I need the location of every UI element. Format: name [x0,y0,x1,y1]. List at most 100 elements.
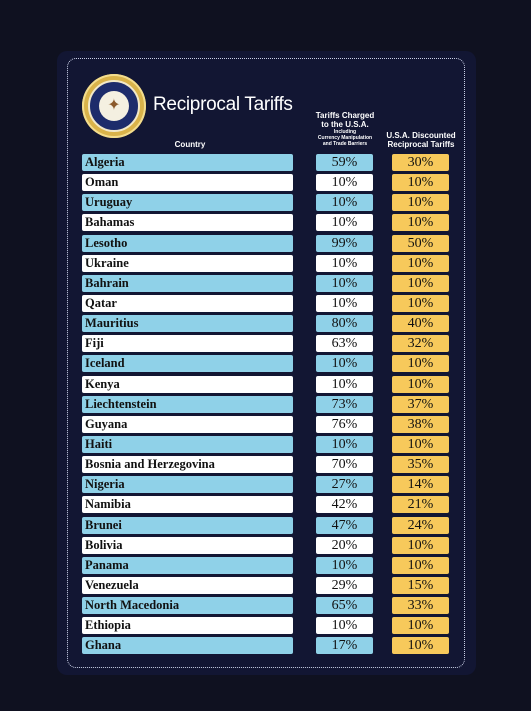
table-row: Panama 10% 10% [82,556,452,576]
tariff-charged-cell: 76% [316,415,373,433]
tariff-discounted-cell: 10% [392,355,449,373]
country-cell: Ukraine [82,254,293,272]
tariff-charged-cell: 10% [316,556,373,574]
country-cell: Kenya [82,375,293,393]
presidential-seal-icon: ✦ [82,74,146,138]
table-row: Bosnia and Herzegovina 70% 35% [82,455,452,475]
country-cell: Namibia [82,496,293,514]
tariff-charged-cell: 10% [316,435,373,453]
table-row: Qatar 10% 10% [82,294,452,314]
tariff-table: Algeria 59% 30% Oman 10% 10% Uruguay 10% 10% Baha… [82,153,452,657]
tariff-discounted-cell: 14% [392,476,449,494]
tariff-charged-cell: 80% [316,315,373,333]
tariff-discounted-cell: 10% [392,617,449,635]
country-cell: Ethiopia [82,617,293,635]
country-cell: Venezuela [82,576,293,594]
table-row: Lesotho 99% 50% [82,234,452,254]
tariff-discounted-cell: 38% [392,415,449,433]
tariff-discounted-cell: 10% [392,294,449,312]
country-cell: Oman [82,174,293,192]
table-row: Ethiopia 10% 10% [82,616,452,636]
table-row: Oman 10% 10% [82,173,452,193]
country-cell: North Macedonia [82,597,293,615]
column-header-country: Country [174,140,206,149]
country-cell: Bolivia [82,536,293,554]
tariff-charged-cell: 10% [316,254,373,272]
tariff-discounted-cell: 10% [392,637,449,655]
tariff-discounted-cell: 40% [392,315,449,333]
dotted-border [67,58,465,668]
table-row: Uruguay 10% 10% [82,193,452,213]
country-cell: Bosnia and Herzegovina [82,456,293,474]
country-cell: Uruguay [82,194,293,212]
table-row: Brunei 47% 24% [82,516,452,536]
tariff-discounted-cell: 32% [392,335,449,353]
table-row: Kenya 10% 10% [82,375,452,395]
country-cell: Nigeria [82,476,293,494]
table-row: Fiji 63% 32% [82,334,452,354]
country-cell: Iceland [82,355,293,373]
table-row: Venezuela 29% 15% [82,576,452,596]
table-row: Nigeria 27% 14% [82,475,452,495]
country-cell: Haiti [82,435,293,453]
table-row: Namibia 42% 21% [82,495,452,515]
table-row: Ukraine 10% 10% [82,254,452,274]
country-cell: Bahrain [82,274,293,292]
country-cell: Lesotho [82,234,293,252]
tariff-discounted-cell: 10% [392,214,449,232]
table-row: Ghana 17% 10% [82,636,452,656]
tariff-discounted-cell: 10% [392,536,449,554]
tariff-charged-cell: 17% [316,637,373,655]
tariff-charged-cell: 70% [316,456,373,474]
tariff-discounted-cell: 15% [392,576,449,594]
tariff-charged-cell: 42% [316,496,373,514]
tariff-charged-cell: 20% [316,536,373,554]
country-cell: Brunei [82,516,293,534]
column-header-discounted-tariffs: U.S.A. Discounted Reciprocal Tariffs [386,131,456,149]
tariff-charged-cell: 10% [316,375,373,393]
country-cell: Bahamas [82,214,293,232]
country-cell: Ghana [82,637,293,655]
tariff-discounted-cell: 50% [392,234,449,252]
tariff-discounted-cell: 35% [392,456,449,474]
table-row: Guyana 76% 38% [82,415,452,435]
page-title: Reciprocal Tariffs [153,94,293,115]
tariff-charged-cell: 10% [316,194,373,212]
country-cell: Algeria [82,154,293,171]
column-header-tariffs-charged: Tariffs Charged to the U.S.A. Including … [315,111,375,147]
tariff-charged-cell: 10% [316,214,373,232]
country-cell: Fiji [82,335,293,353]
tariff-charged-cell: 73% [316,395,373,413]
tariff-discounted-cell: 10% [392,254,449,272]
tariff-charged-cell: 10% [316,355,373,373]
table-row: Algeria 59% 30% [82,153,452,173]
tariff-discounted-cell: 10% [392,435,449,453]
tariff-discounted-cell: 10% [392,274,449,292]
country-cell: Panama [82,556,293,574]
table-row: Iceland 10% 10% [82,354,452,374]
tariff-charged-cell: 65% [316,597,373,615]
tariff-discounted-cell: 21% [392,496,449,514]
tariff-discounted-cell: 33% [392,597,449,615]
tariff-discounted-cell: 10% [392,174,449,192]
table-row: Bahamas 10% 10% [82,213,452,233]
table-row: Haiti 10% 10% [82,435,452,455]
tariff-charged-cell: 10% [316,294,373,312]
tariff-charged-cell: 47% [316,516,373,534]
tariff-charged-cell: 63% [316,335,373,353]
tariff-charged-cell: 10% [316,617,373,635]
country-cell: Qatar [82,294,293,312]
table-row: Mauritius 80% 40% [82,314,452,334]
tariff-discounted-cell: 10% [392,556,449,574]
tariff-charged-cell: 10% [316,174,373,192]
table-row: Bolivia 20% 10% [82,536,452,556]
country-cell: Guyana [82,415,293,433]
tariff-discounted-cell: 10% [392,375,449,393]
tariff-charged-cell: 29% [316,576,373,594]
tariff-charged-cell: 59% [316,154,373,171]
tariff-charged-cell: 99% [316,234,373,252]
tariff-discounted-cell: 10% [392,194,449,212]
table-row: Liechtenstein 73% 37% [82,395,452,415]
table-row: Bahrain 10% 10% [82,274,452,294]
tariff-charged-cell: 27% [316,476,373,494]
